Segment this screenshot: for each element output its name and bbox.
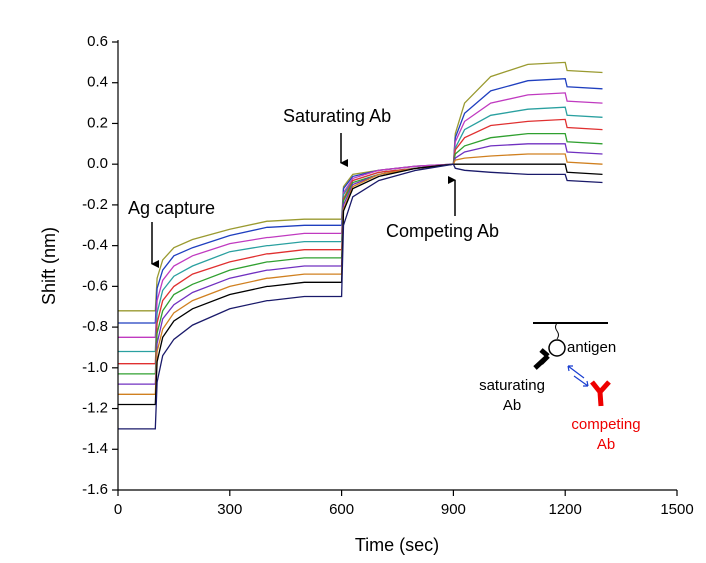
x-tick-label: 0 (114, 501, 122, 518)
y-tick-label: -1.6 (82, 481, 108, 498)
inset-label: Ab (503, 397, 521, 414)
y-tick-label: -1.0 (82, 359, 108, 376)
trace (118, 92, 603, 338)
x-tick-label: 300 (217, 501, 242, 518)
saturating-ab-shape (533, 348, 550, 370)
x-tick-label: 900 (441, 501, 466, 518)
y-tick-label: -0.8 (82, 318, 108, 335)
annotation: Saturating Ab (283, 106, 391, 126)
trace (118, 163, 603, 430)
y-tick-label: 0.4 (87, 74, 108, 91)
inset-label: Ab (597, 436, 615, 453)
annotation: Competing Ab (386, 221, 499, 241)
trace (118, 106, 603, 353)
x-axis-label: Time (sec) (355, 535, 439, 555)
x-tick-label: 600 (329, 501, 354, 518)
plot-area: -1.6 -1.4 -1.2 -1.0 -0.8 -0.6 -0.4 -0.2 0.0 0.2 0.… (82, 33, 694, 518)
x-tick-label: 1200 (549, 501, 582, 518)
inset-label: competing (571, 416, 640, 433)
trace (118, 163, 603, 406)
x-tick-label: 1500 (660, 501, 693, 518)
y-tick-label: 0.0 (87, 155, 108, 172)
y-tick-label: -0.6 (82, 277, 108, 294)
competing-ab-shape (590, 380, 611, 407)
trace (118, 78, 603, 324)
inset-label: antigen (567, 339, 616, 356)
trace (118, 153, 603, 395)
y-tick-label: 0.6 (87, 33, 108, 50)
y-tick-label: -1.2 (82, 400, 108, 417)
y-axis-label: Shift (nm) (39, 227, 59, 305)
y-tick-label: 0.2 (87, 114, 108, 131)
inset-diagram: antigen saturating Ab competing Ab (479, 322, 641, 453)
linker (555, 322, 559, 340)
trace (118, 132, 603, 375)
inset-label: saturating (479, 377, 545, 394)
y-tick-label: -1.4 (82, 440, 108, 457)
annotation: Ag capture (128, 198, 215, 218)
antigen-circle (548, 339, 566, 357)
y-tick-label: -0.4 (82, 237, 108, 254)
y-tick-label: -0.2 (82, 196, 108, 213)
trace (118, 61, 603, 312)
binding-arrows (567, 365, 589, 387)
trace (118, 143, 603, 385)
trace (118, 118, 603, 365)
